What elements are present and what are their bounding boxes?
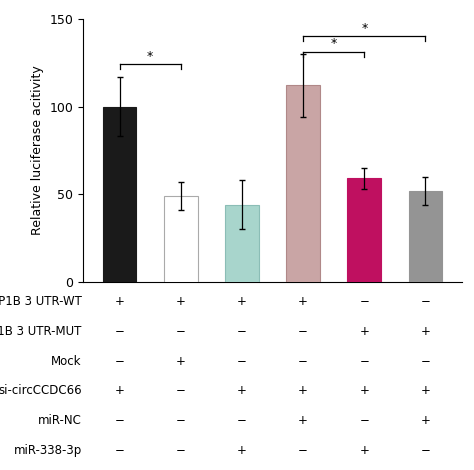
Text: PTP1B 3 UTR-MUT: PTP1B 3 UTR-MUT	[0, 325, 82, 338]
Text: +: +	[420, 384, 430, 397]
Text: −: −	[420, 295, 430, 308]
Text: −: −	[176, 325, 186, 338]
Text: +: +	[298, 414, 308, 427]
Text: +: +	[237, 295, 247, 308]
Text: −: −	[359, 414, 369, 427]
Text: +: +	[298, 295, 308, 308]
Text: +: +	[176, 295, 186, 308]
Text: −: −	[176, 384, 186, 397]
Text: miR-338-3p: miR-338-3p	[13, 444, 82, 457]
Text: +: +	[237, 384, 247, 397]
Bar	[103, 107, 137, 282]
Text: +: +	[115, 295, 125, 308]
Y-axis label: Relative luciferase acitivity: Relative luciferase acitivity	[31, 65, 44, 235]
Text: −: −	[115, 444, 125, 457]
Text: +: +	[420, 414, 430, 427]
Text: −: −	[237, 414, 247, 427]
Text: −: −	[237, 355, 247, 368]
Text: PTP1B 3 UTR-WT: PTP1B 3 UTR-WT	[0, 295, 82, 308]
Text: si-circCCDC66: si-circCCDC66	[0, 384, 82, 397]
Text: −: −	[237, 325, 247, 338]
Text: −: −	[115, 325, 125, 338]
Text: +: +	[359, 444, 369, 457]
Bar	[409, 191, 442, 282]
Text: −: −	[420, 444, 430, 457]
Text: −: −	[298, 444, 308, 457]
Text: +: +	[420, 325, 430, 338]
Bar	[164, 196, 198, 282]
Text: −: −	[420, 355, 430, 368]
Text: +: +	[115, 384, 125, 397]
Text: −: −	[359, 355, 369, 368]
Text: +: +	[359, 384, 369, 397]
Text: +: +	[298, 384, 308, 397]
Text: +: +	[237, 444, 247, 457]
Bar	[347, 179, 381, 282]
Text: −: −	[115, 414, 125, 427]
Text: Mock: Mock	[51, 355, 82, 368]
Text: −: −	[176, 444, 186, 457]
Text: −: −	[115, 355, 125, 368]
Text: −: −	[298, 325, 308, 338]
Text: *: *	[361, 22, 367, 35]
Bar	[286, 86, 320, 282]
Bar	[225, 205, 259, 282]
Text: miR-NC: miR-NC	[38, 414, 82, 427]
Text: +: +	[176, 355, 186, 368]
Text: *: *	[147, 50, 154, 63]
Text: *: *	[330, 38, 337, 50]
Text: −: −	[298, 355, 308, 368]
Text: +: +	[359, 325, 369, 338]
Text: −: −	[359, 295, 369, 308]
Text: −: −	[176, 414, 186, 427]
